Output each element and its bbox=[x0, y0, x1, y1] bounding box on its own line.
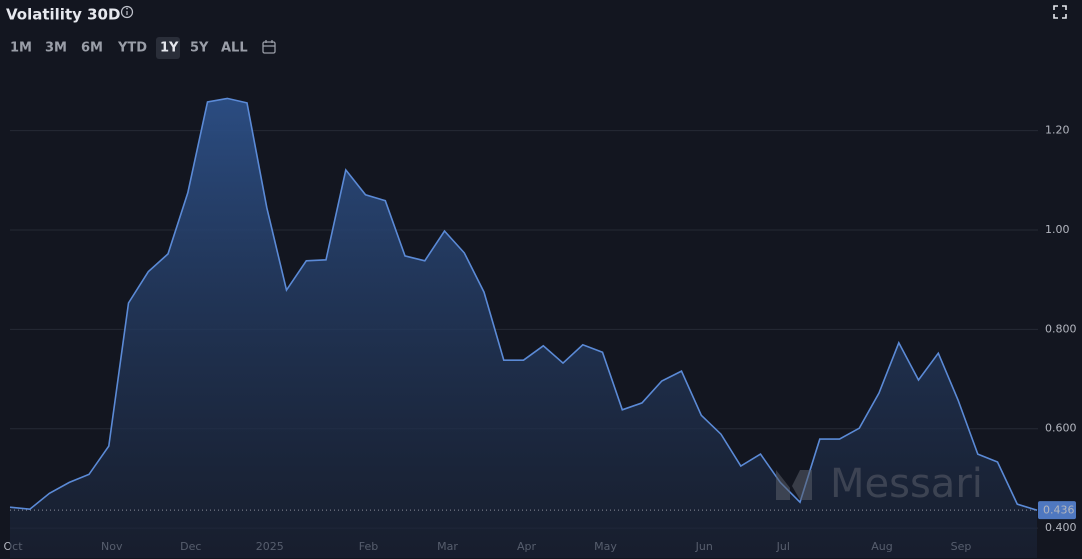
y-tick-label: 1.20 bbox=[1045, 124, 1070, 137]
last-value-badge bbox=[1038, 501, 1076, 520]
area-line bbox=[9, 97, 1038, 511]
y-tick-label: 0.400 bbox=[1045, 521, 1077, 534]
y-tick-label: 0.600 bbox=[1045, 422, 1077, 435]
range-button[interactable]: ALL bbox=[221, 41, 248, 56]
range-active-bg bbox=[156, 37, 180, 59]
watermark: Messari bbox=[776, 461, 983, 507]
range-button[interactable]: 1M bbox=[10, 41, 32, 56]
range-button[interactable]: 5Y bbox=[190, 41, 209, 56]
watermark-text: Messari bbox=[830, 461, 983, 507]
chart-title: Volatility 30D bbox=[6, 6, 120, 24]
range-button[interactable]: 1Y bbox=[160, 41, 179, 56]
range-button[interactable]: YTD bbox=[117, 41, 147, 56]
area-fill bbox=[10, 98, 1037, 559]
calendar-icon[interactable] bbox=[262, 40, 276, 54]
range-button[interactable]: 3M bbox=[45, 41, 67, 56]
info-icon[interactable] bbox=[120, 5, 134, 19]
fullscreen-icon[interactable] bbox=[1053, 5, 1067, 19]
range-button[interactable]: 6M bbox=[81, 41, 103, 56]
y-tick-label: 0.800 bbox=[1045, 322, 1077, 335]
last-value-label: 0.436 bbox=[1043, 504, 1075, 517]
y-tick-label: 1.00 bbox=[1045, 223, 1070, 236]
